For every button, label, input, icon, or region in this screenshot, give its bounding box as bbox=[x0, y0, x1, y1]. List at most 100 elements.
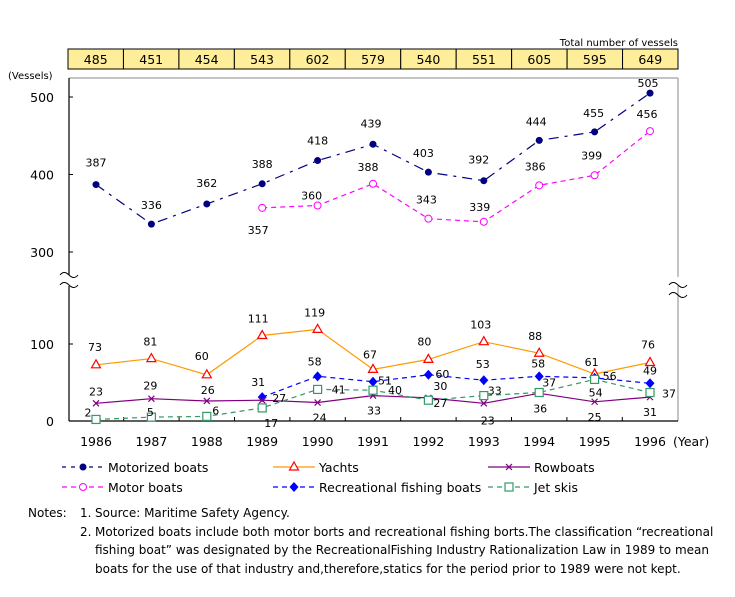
motor-data-label: 399 bbox=[581, 149, 602, 162]
legend-fishing-label: Recreational fishing boats bbox=[319, 480, 481, 495]
yachts-data-label: 80 bbox=[417, 335, 431, 348]
motorized-marker bbox=[92, 181, 100, 189]
y-tick-label: 100 bbox=[30, 337, 54, 352]
jetskis-data-label: 41 bbox=[332, 383, 346, 396]
rowboats-marker bbox=[147, 395, 155, 403]
yachts-marker bbox=[256, 329, 268, 340]
rowboats-data-label: 33 bbox=[367, 405, 381, 418]
jetskis-data-label: 40 bbox=[388, 384, 402, 397]
legend-motorized-label: Motorized boats bbox=[108, 460, 208, 475]
motor-marker bbox=[646, 127, 654, 136]
yachts-data-label: 61 bbox=[585, 356, 599, 369]
legend-rowboats-label: Rowboats bbox=[534, 460, 595, 475]
motorized-marker bbox=[203, 200, 211, 208]
totals-cell-value: 551 bbox=[472, 52, 496, 67]
yachts-marker bbox=[201, 368, 213, 379]
jetskis-data-label: 27 bbox=[433, 397, 447, 410]
motorized-marker bbox=[480, 177, 488, 185]
totals-cell-value: 540 bbox=[417, 52, 441, 67]
motor-data-label: 456 bbox=[637, 108, 658, 121]
motorized-marker bbox=[535, 136, 543, 144]
yachts-marker bbox=[422, 353, 434, 363]
x-axis-label: (Year) bbox=[673, 434, 709, 449]
y-tick-label: 300 bbox=[30, 245, 54, 260]
totals-cell-value: 605 bbox=[527, 52, 551, 67]
fishing-data-label: 49 bbox=[643, 364, 657, 377]
yachts-data-label: 103 bbox=[470, 319, 491, 332]
motorized-marker bbox=[424, 168, 432, 176]
note-1-text: Source: Maritime Safety Agency. bbox=[95, 506, 290, 520]
legend-jetskis-marker bbox=[504, 482, 514, 492]
x-tick-label: 1990 bbox=[302, 434, 334, 449]
jetskis-marker bbox=[479, 390, 489, 401]
fishing-data-label: 58 bbox=[308, 355, 322, 368]
legend-yachts-marker bbox=[288, 460, 300, 471]
motor-marker bbox=[424, 214, 433, 223]
rowboats-data-label: 27 bbox=[272, 392, 286, 405]
jetskis-data-label: 17 bbox=[264, 417, 278, 430]
motor-marker bbox=[258, 203, 267, 212]
notes-label: Notes: bbox=[28, 506, 67, 520]
note-2-text: Motorized boats include both motor borts… bbox=[95, 524, 714, 576]
yachts-marker bbox=[145, 352, 157, 363]
motorized-data-label: 403 bbox=[413, 147, 434, 160]
jetskis-marker bbox=[313, 384, 323, 395]
legend-motor-label: Motor boats bbox=[108, 480, 183, 495]
motorized-marker bbox=[147, 220, 155, 228]
totals-cell-value: 454 bbox=[195, 52, 219, 67]
x-tick-label: 1989 bbox=[246, 434, 278, 449]
fishing-line bbox=[261, 374, 651, 398]
motorized-data-label: 455 bbox=[583, 107, 604, 120]
rowboats-marker bbox=[480, 399, 488, 407]
totals-cell-value: 649 bbox=[638, 52, 662, 67]
rowboats-data-label: 29 bbox=[143, 380, 157, 393]
jetskis-data-label: 37 bbox=[542, 377, 556, 390]
x-tick-label: 1993 bbox=[468, 434, 500, 449]
jetskis-data-label: 2 bbox=[85, 406, 92, 419]
jetskis-data-label: 6 bbox=[212, 404, 219, 417]
axis-break-right-top bbox=[668, 282, 688, 288]
motorized-data-label: 387 bbox=[86, 157, 107, 170]
jetskis-marker bbox=[589, 374, 600, 385]
totals-cell-value: 543 bbox=[250, 52, 274, 67]
x-tick-label: 1988 bbox=[191, 434, 223, 449]
motor-data-label: 357 bbox=[248, 224, 269, 237]
rowboats-data-label: 26 bbox=[201, 384, 215, 397]
motorized-marker bbox=[646, 89, 654, 97]
x-tick-label: 1995 bbox=[579, 434, 611, 449]
axis-break-left-top bbox=[59, 272, 79, 278]
legend-rowboats-marker bbox=[505, 463, 513, 471]
legend-jetskis-label: Jet skis bbox=[533, 480, 578, 495]
motorized-marker bbox=[258, 180, 266, 188]
yachts-marker bbox=[644, 356, 656, 367]
y-axis-label: (Vessels) bbox=[8, 71, 53, 82]
jetskis-marker bbox=[645, 387, 655, 398]
yachts-data-label: 119 bbox=[304, 306, 325, 319]
x-tick-label: 1992 bbox=[412, 434, 444, 449]
motorized-data-label: 444 bbox=[526, 115, 547, 128]
motor-line bbox=[262, 130, 651, 223]
axis-break-right-bottom bbox=[668, 292, 688, 298]
motor-marker bbox=[313, 201, 322, 210]
yachts-marker bbox=[312, 323, 324, 333]
motorized-data-label: 362 bbox=[196, 177, 217, 190]
yachts-data-label: 60 bbox=[195, 350, 209, 363]
yachts-data-label: 76 bbox=[641, 338, 655, 351]
totals-cell-value: 579 bbox=[361, 52, 385, 67]
motorized-line bbox=[95, 92, 651, 225]
rowboats-data-label: 30 bbox=[433, 380, 447, 393]
rowboats-data-label: 23 bbox=[481, 414, 495, 427]
motorized-data-label: 439 bbox=[361, 117, 382, 130]
x-tick-label: 1987 bbox=[135, 434, 167, 449]
jetskis-marker bbox=[368, 385, 378, 395]
yachts-data-label: 81 bbox=[143, 336, 157, 349]
motorized-marker bbox=[591, 128, 599, 136]
note-1-number: 1. bbox=[80, 506, 92, 520]
fishing-data-label: 51 bbox=[378, 375, 392, 388]
rowboats-data-label: 24 bbox=[313, 412, 327, 425]
legend-motor-marker bbox=[79, 483, 87, 491]
y-tick-label: 0 bbox=[46, 414, 54, 429]
jetskis-marker bbox=[91, 414, 101, 425]
totals-cell-value: 451 bbox=[139, 52, 163, 67]
